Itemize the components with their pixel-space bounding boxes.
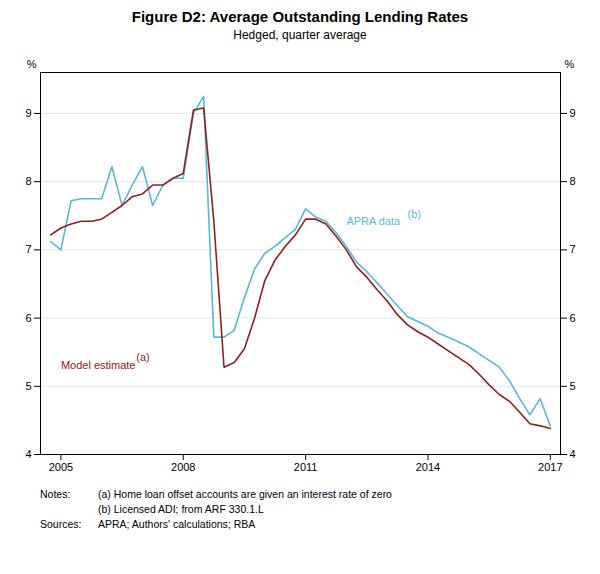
svg-text:8: 8: [570, 175, 576, 187]
svg-text:2014: 2014: [416, 461, 440, 473]
svg-text:2008: 2008: [171, 461, 195, 473]
html-text:Notes:: Notes:: [40, 488, 71, 500]
svg-text:2011: 2011: [294, 461, 318, 473]
svg-text:%: %: [27, 58, 37, 70]
html-text:Hedged, quarter average: Hedged, quarter average: [233, 28, 367, 42]
svg-text:7: 7: [570, 243, 576, 255]
html-text:Sources:: Sources:: [40, 518, 82, 530]
svg-text:%: %: [565, 58, 575, 70]
svg-text:4: 4: [570, 448, 576, 460]
svg-text:5: 5: [570, 380, 576, 392]
html-text:APRA; Authors' calculations; R: APRA; Authors' calculations; RBA: [98, 518, 256, 530]
svg-text:(b): (b): [408, 208, 421, 220]
svg-text:9: 9: [570, 107, 576, 119]
svg-text:Model estimate: Model estimate: [61, 359, 136, 371]
svg-text:APRA data: APRA data: [346, 215, 401, 227]
svg-text:5: 5: [25, 380, 31, 392]
svg-text:2005: 2005: [49, 461, 73, 473]
svg-text:7: 7: [25, 243, 31, 255]
svg-text:6: 6: [570, 312, 576, 324]
svg-text:8: 8: [25, 175, 31, 187]
svg-text:4: 4: [25, 448, 31, 460]
svg-text:2017: 2017: [538, 461, 562, 473]
html-text:(b) Licensed ADI; from ARF 330: (b) Licensed ADI; from ARF 330.1.L: [98, 503, 264, 515]
svg-text:6: 6: [25, 312, 31, 324]
svg-text:9: 9: [25, 107, 31, 119]
html-text:(a) Home loan offset accounts: (a) Home loan offset accounts are given …: [98, 488, 392, 500]
svg-text:(a): (a): [136, 351, 149, 363]
html-text:Figure D2: Average Outstanding: Figure D2: Average Outstanding Lending R…: [131, 8, 469, 25]
